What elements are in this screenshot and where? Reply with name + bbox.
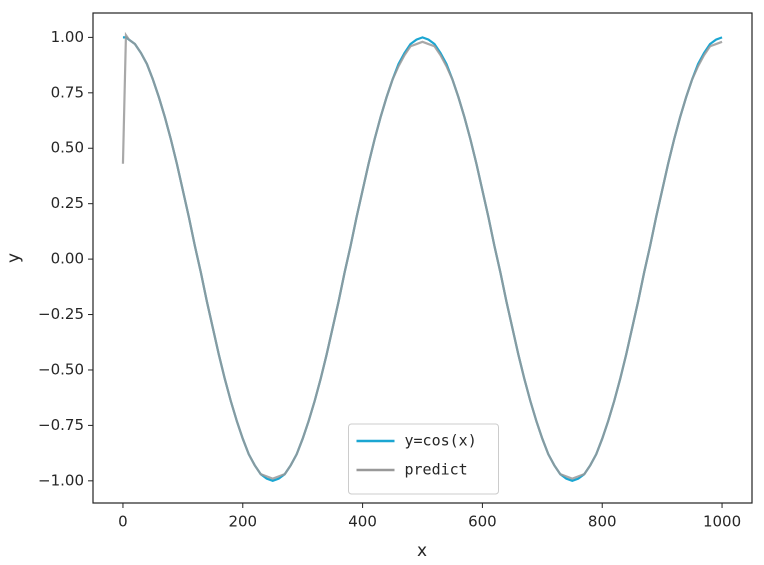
legend-label: predict	[405, 461, 468, 479]
y-tick-label: −0.75	[38, 416, 84, 434]
x-tick-label: 800	[588, 513, 617, 531]
line-series	[122, 36, 723, 483]
y-tick-label: −0.50	[38, 360, 84, 378]
y-tick-label: 0.75	[51, 83, 84, 101]
y-tick-label: 0.25	[51, 194, 84, 212]
x-tick-label: 400	[348, 513, 377, 531]
x-axis-label: x	[417, 541, 427, 561]
x-tick-label: 200	[228, 513, 257, 531]
legend-label: y=cos(x)	[405, 432, 477, 450]
x-tick-label: 1000	[703, 513, 741, 531]
y-tick-label: −0.25	[38, 305, 84, 323]
y-tick-label: 0.00	[51, 250, 84, 268]
y-axis-label: y	[4, 253, 24, 263]
line-series	[121, 31, 723, 480]
plot-frame	[92, 12, 753, 504]
y-tick-label: 0.50	[51, 139, 84, 157]
x-tick-label: 600	[468, 513, 497, 531]
y-tick-label: −1.00	[38, 471, 84, 489]
y-tick-label: 1.00	[51, 28, 84, 46]
x-tick-label: 0	[118, 513, 128, 531]
